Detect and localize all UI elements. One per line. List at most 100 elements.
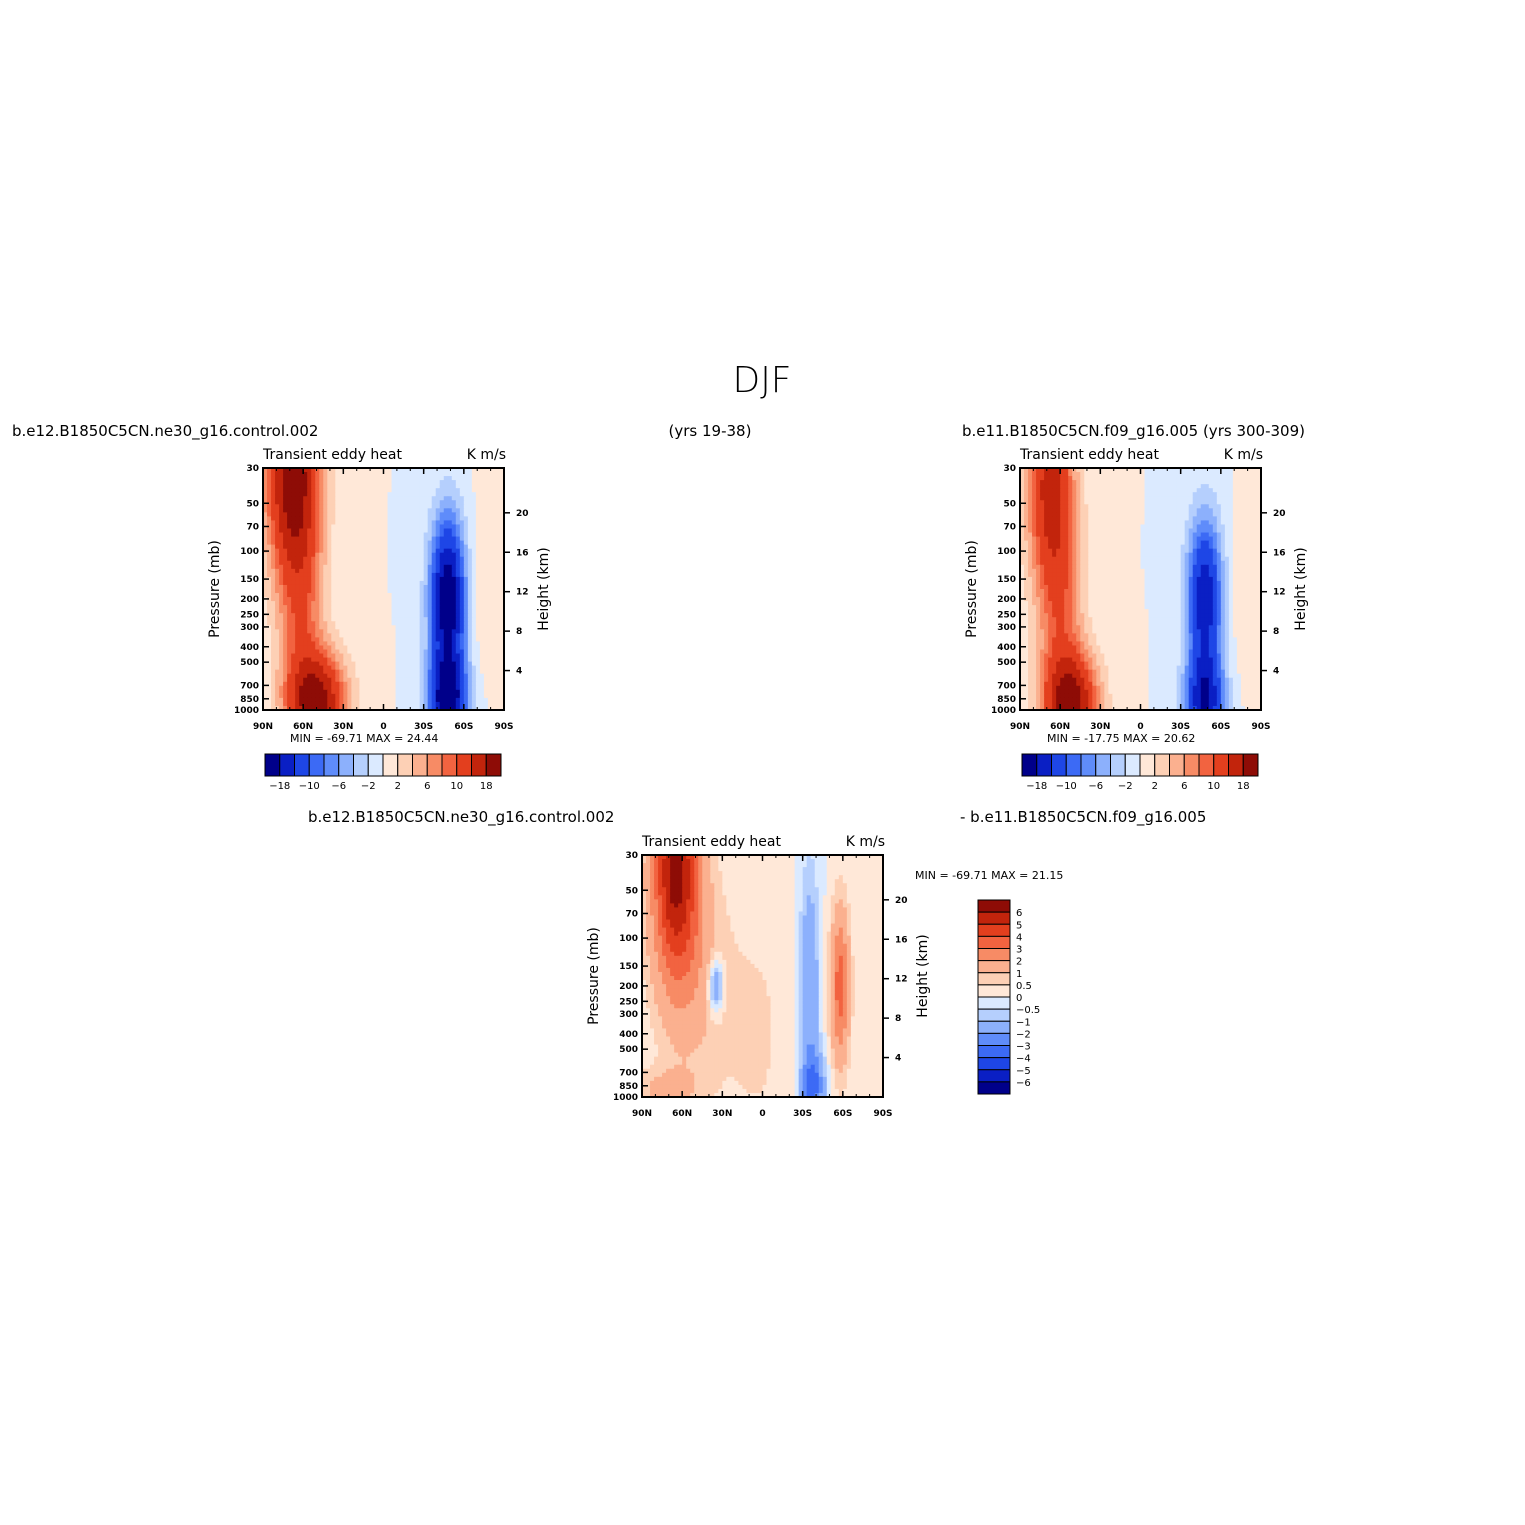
contour-cell [1144,528,1150,534]
contour-cell [439,693,445,699]
contour-cell [1252,504,1258,509]
contour-cell [383,649,389,655]
contour-cell [407,476,413,481]
contour-cell [495,677,501,683]
contour-cell [347,512,352,517]
contour-cell [275,669,280,675]
contour-cell [467,512,473,517]
colorbar-tick-label: 2 [395,781,401,792]
contour-cell [427,480,433,485]
contour-cell [419,621,425,626]
contour-cell [291,508,296,513]
y-tick-label: 1000 [234,706,259,716]
contour-cell [1236,532,1242,538]
contour-cell [323,532,328,538]
contour-cell [303,693,308,699]
contour-cell [335,649,340,655]
contour-cell [311,669,316,675]
contour-cell [315,552,320,558]
contour-cell [1104,528,1109,534]
contour-cell [1208,524,1214,530]
contour-cell [363,661,369,667]
contour-cell [331,665,336,671]
contour-cell [1092,468,1097,473]
contour-cell [1136,468,1142,473]
contour-cell [459,532,465,538]
contour-cell [447,496,453,501]
contour-cell [479,617,485,622]
contour-cell [287,589,292,594]
contour-cell [1092,520,1097,526]
contour-cell [387,524,393,530]
contour-cell [1136,504,1142,509]
contour-cell [1028,520,1033,526]
contour-cell [1060,512,1065,517]
contour-cell [415,657,421,663]
contour-cell [311,665,316,671]
contour-cell [1188,536,1194,542]
contour-cell [355,528,360,534]
contour-cell [443,548,449,554]
contour-cell [319,613,324,618]
contour-cell [1164,492,1170,497]
contour-cell [1228,544,1234,550]
contour-cell [1156,492,1162,497]
contour-cell [1216,520,1222,526]
contour-cell [1096,508,1101,513]
contour-cell [487,653,493,659]
contour-cell [1116,536,1122,542]
contour-cell [483,665,489,671]
contour-cell [343,637,348,643]
contour-cell [491,653,497,659]
contour-cell [1040,500,1045,505]
contour-cell [407,516,413,522]
contour-cell [383,693,389,699]
contour-cell [467,584,473,590]
contour-cell [355,584,360,590]
contour-cell [471,681,477,687]
contour-cell [455,496,461,501]
contour-cell [351,512,356,517]
contour-cell [1192,504,1198,509]
contour-cell [1196,512,1202,517]
contour-cell [419,657,425,663]
colorbar-tick-label: −10 [299,781,320,792]
contour-cell [1124,484,1130,489]
contour-cell [1208,492,1214,497]
contour-cell [299,484,304,489]
contour-cell [275,649,280,655]
contour-cell [459,544,465,550]
contour-cell [275,677,280,683]
contour-cell [287,536,292,542]
contour-cell [1220,512,1226,517]
contour-cell [1032,532,1037,538]
contour-cell [419,593,425,598]
contour-cell [387,496,393,501]
contour-cell [1116,520,1122,526]
contour-cell [1120,500,1126,505]
contour-cell [403,589,409,594]
contour-cell [447,673,453,679]
contour-cell [1052,472,1057,477]
contour-cell [295,633,300,638]
contour-cell [327,605,332,610]
contour-cell [1036,512,1041,517]
contour-cell [1064,524,1069,530]
contour-cell [327,564,332,570]
contour-cell [415,621,421,626]
contour-cell [267,637,272,643]
contour-cell [1140,524,1146,530]
contour-cell [407,625,413,630]
contour-cell [483,705,489,711]
contour-cell [1252,528,1258,534]
contour-cell [327,476,332,481]
contour-cell [287,605,292,610]
contour-cell [459,697,465,703]
contour-cell [319,673,324,679]
contour-cell [1108,496,1113,501]
contour-cell [343,484,348,489]
contour-cell [391,653,397,659]
contour-cell [343,552,348,558]
contour-cell [431,677,437,683]
